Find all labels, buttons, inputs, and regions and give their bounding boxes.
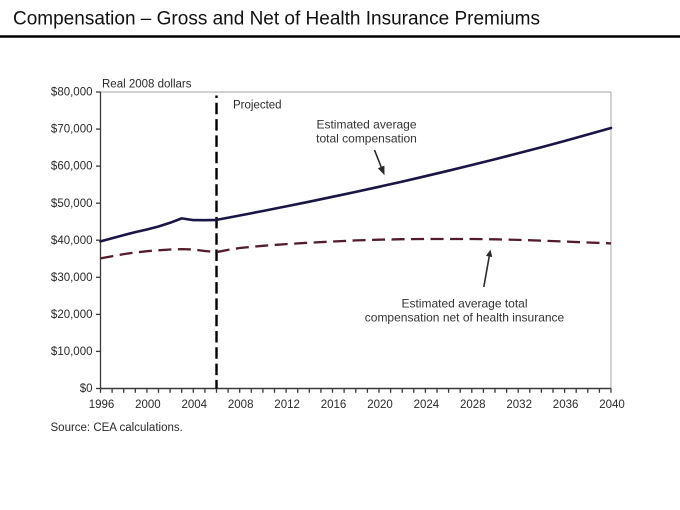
svg-text:$80,000: $80,000 [51, 87, 93, 99]
svg-text:2040: 2040 [599, 399, 625, 411]
svg-text:2016: 2016 [321, 399, 347, 411]
svg-text:$20,000: $20,000 [51, 309, 93, 321]
svg-text:2008: 2008 [228, 399, 254, 411]
svg-text:2028: 2028 [460, 399, 486, 411]
svg-text:compensation net of health ins: compensation net of health insurance [365, 311, 565, 325]
svg-text:2024: 2024 [414, 399, 440, 411]
svg-text:$30,000: $30,000 [51, 272, 93, 284]
svg-text:2000: 2000 [135, 399, 161, 411]
svg-text:2032: 2032 [506, 399, 532, 411]
svg-text:$50,000: $50,000 [51, 198, 93, 210]
svg-text:$60,000: $60,000 [51, 161, 93, 173]
svg-text:$0: $0 [80, 383, 93, 395]
svg-text:2036: 2036 [553, 399, 579, 411]
svg-text:total compensation: total compensation [316, 132, 417, 146]
svg-text:2012: 2012 [274, 399, 300, 411]
svg-text:$40,000: $40,000 [51, 235, 93, 247]
svg-text:Compensation – Gross and Net o: Compensation – Gross and Net of Health I… [13, 9, 540, 30]
svg-text:Projected: Projected [233, 100, 282, 112]
svg-text:2004: 2004 [182, 399, 208, 411]
svg-text:Source: CEA calculations.: Source: CEA calculations. [51, 422, 183, 434]
svg-text:2020: 2020 [367, 399, 393, 411]
svg-text:1996: 1996 [89, 399, 115, 411]
svg-text:Estimated average total: Estimated average total [401, 297, 527, 311]
svg-text:Real 2008 dollars: Real 2008 dollars [102, 78, 192, 90]
svg-text:$70,000: $70,000 [51, 124, 93, 136]
svg-text:Estimated average: Estimated average [316, 118, 416, 132]
svg-text:$10,000: $10,000 [51, 346, 93, 358]
